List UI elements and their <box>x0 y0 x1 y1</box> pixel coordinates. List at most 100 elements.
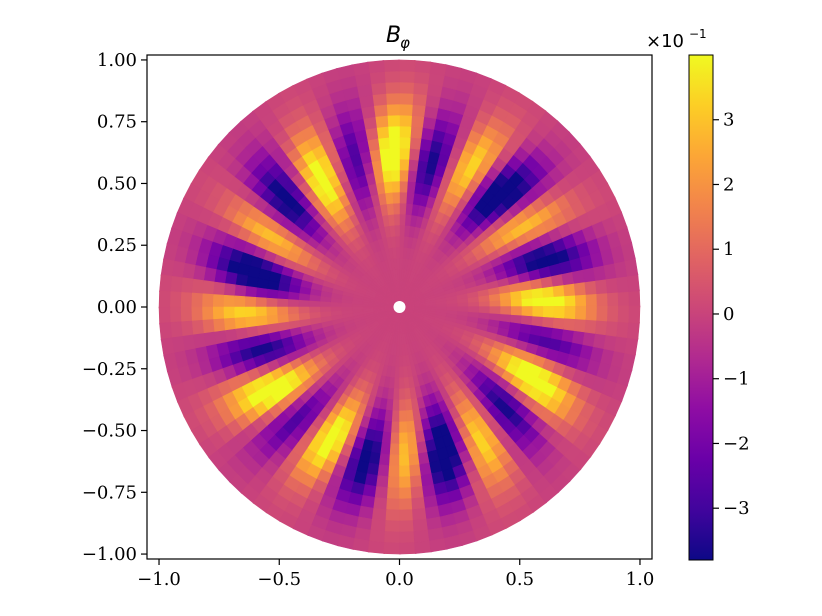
field-cell <box>607 291 619 308</box>
field-cell <box>563 317 576 331</box>
field-cell <box>617 305 630 323</box>
field-cell <box>398 147 410 160</box>
field-cell <box>605 319 619 337</box>
y-tick-label: 0.50 <box>97 173 137 194</box>
field-cell <box>386 498 401 511</box>
field-cell <box>628 305 641 324</box>
field-cell <box>266 288 279 300</box>
field-cell <box>384 520 401 533</box>
field-cell <box>616 320 630 339</box>
y-tick-label: 0.75 <box>97 112 137 133</box>
field-cell <box>626 273 640 292</box>
field-cell <box>276 298 289 308</box>
field-cell <box>388 465 401 478</box>
field-cell <box>287 299 299 308</box>
field-cell <box>233 295 246 308</box>
colorbar <box>688 54 714 561</box>
colorbar-multiplier-exponent: −1 <box>689 27 707 41</box>
field-cell <box>542 295 555 308</box>
field-cell <box>222 294 235 309</box>
field-cell <box>393 377 401 390</box>
y-tick-label: −0.75 <box>82 482 137 503</box>
field-cell <box>392 399 401 412</box>
colorbar-tick-label: 1 <box>723 239 734 260</box>
field-cell <box>399 257 403 270</box>
field-cell <box>383 420 393 434</box>
y-tick-label: −1.00 <box>82 544 137 565</box>
field-cell <box>169 306 182 324</box>
field-cell <box>308 300 321 308</box>
field-cell <box>351 303 363 308</box>
field-cell <box>414 540 433 554</box>
field-cell <box>510 306 523 316</box>
field-cell <box>180 291 192 309</box>
field-cell <box>398 92 414 105</box>
field-cell <box>585 292 598 308</box>
field-cell <box>367 540 386 554</box>
field-cell <box>575 305 587 320</box>
field-cell <box>406 180 416 194</box>
field-cell <box>180 306 192 323</box>
field-cell <box>399 520 416 533</box>
field-cell <box>244 296 257 308</box>
field-cell <box>628 289 641 308</box>
field-cell <box>396 344 400 357</box>
field-cell <box>596 291 609 308</box>
field-cell <box>413 529 431 543</box>
field-cell <box>159 322 173 341</box>
field-cell <box>387 476 401 489</box>
field-cell <box>553 294 566 308</box>
field-cell <box>158 290 171 309</box>
field-cell <box>624 336 639 356</box>
field-cell <box>457 306 469 312</box>
field-cell <box>255 306 267 318</box>
field-cell <box>386 487 401 500</box>
field-cell <box>244 285 257 299</box>
field-cell <box>408 147 421 161</box>
field-cell <box>377 464 391 478</box>
field-cell <box>201 293 214 309</box>
field-cell <box>398 213 406 226</box>
field-cell <box>386 125 400 138</box>
field-cell <box>376 475 390 489</box>
field-cell <box>244 306 257 319</box>
field-cell <box>370 518 388 532</box>
field-cell <box>399 443 410 456</box>
field-cell <box>255 287 268 299</box>
field-cell <box>531 315 544 327</box>
field-cell <box>340 302 353 308</box>
field-cell <box>384 531 401 544</box>
field-cell <box>391 421 401 434</box>
field-cell <box>382 59 400 72</box>
field-cell <box>180 277 194 295</box>
field-cell <box>369 529 387 543</box>
colorbar-tick-label: 3 <box>723 110 734 131</box>
field-cell <box>381 431 393 445</box>
field-cell <box>265 297 278 308</box>
field-cell <box>398 158 410 171</box>
field-cell <box>468 306 480 313</box>
field-cell <box>190 306 203 323</box>
heatmap-field <box>158 59 641 555</box>
field-cell <box>398 81 415 94</box>
field-cell <box>399 465 412 478</box>
field-cell <box>383 70 400 83</box>
field-cell <box>413 60 432 74</box>
field-cell <box>180 320 194 338</box>
y-tick-label: −0.50 <box>82 421 137 442</box>
field-cell <box>160 258 175 278</box>
field-cell <box>398 235 405 248</box>
field-cell <box>406 169 418 183</box>
field-cell <box>595 319 608 336</box>
field-cell <box>412 518 430 532</box>
y-tick-label: −0.25 <box>82 359 137 380</box>
field-cell <box>391 410 401 423</box>
field-cell <box>374 486 389 499</box>
field-cell <box>408 136 422 150</box>
field-cell <box>389 454 401 467</box>
field-cell <box>399 498 414 511</box>
field-cell <box>521 306 534 317</box>
field-cell <box>212 281 226 297</box>
field-cell <box>585 305 598 321</box>
field-cell <box>409 125 423 139</box>
